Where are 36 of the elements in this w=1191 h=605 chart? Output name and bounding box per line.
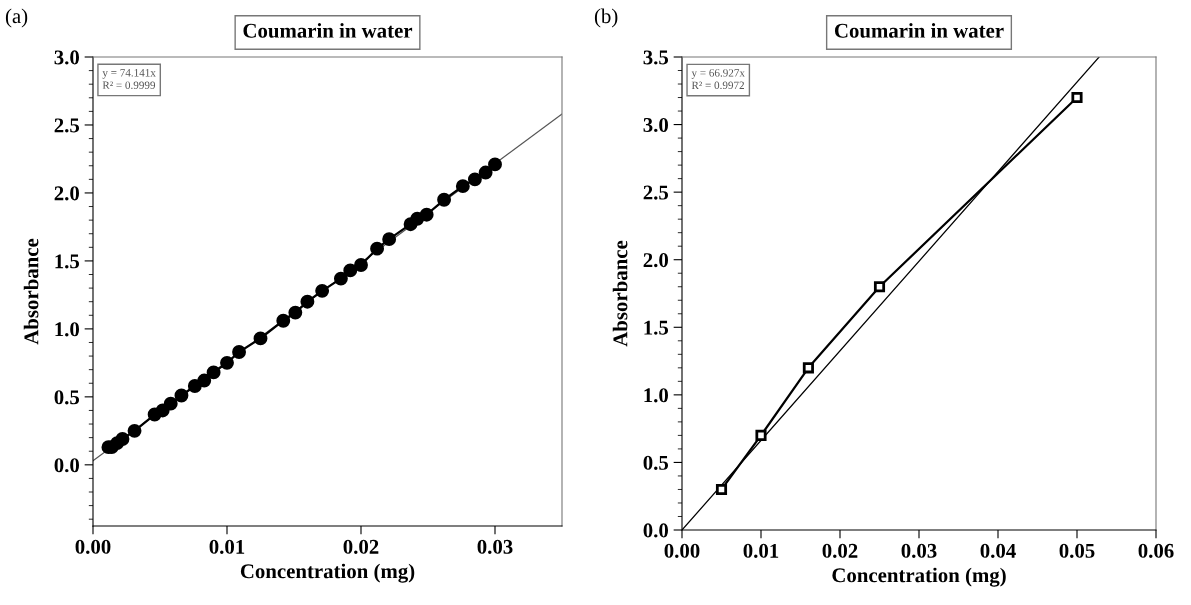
- x-tick-label: 0.06: [1138, 543, 1174, 558]
- x-axis-title: Concentration (mg): [240, 563, 415, 583]
- y-tick-label: 0.5: [54, 390, 80, 405]
- y-tick-label: 3.0: [643, 117, 669, 133]
- y-tick-label: 1.0: [644, 388, 669, 403]
- y-tick-label: 2.0: [643, 253, 669, 268]
- y-tick-label: 1.0: [55, 322, 80, 337]
- x-tick-label: 0.02: [822, 543, 858, 558]
- x-tick-label: 0.05: [1059, 543, 1095, 558]
- y-tick-label: 0.0: [643, 523, 669, 538]
- x-tick-label: 0.00: [75, 539, 111, 554]
- x-tick-label: 0.02: [343, 539, 379, 554]
- text: (a): [5, 8, 28, 28]
- x-tick-label: 0.01: [743, 543, 779, 558]
- y-tick-label: 1.5: [644, 320, 669, 335]
- y-tick-label: 1.5: [55, 254, 80, 269]
- x-tick-label: 0.03: [477, 539, 513, 554]
- x-axis-title: Concentration (mg): [832, 567, 1006, 587]
- y-tick-label: 2.0: [54, 186, 80, 201]
- y-tick-label: 2.5: [643, 185, 669, 200]
- y-tick-label: 2.5: [54, 118, 80, 133]
- annotation: y = 74.141x R² = 0.9999: [102, 69, 156, 89]
- chart-title: Coumarin in water: [243, 23, 413, 38]
- x-tick-label: 0.04: [980, 543, 1016, 558]
- text: (b): [594, 8, 618, 28]
- y-axis-title: Absorbance: [23, 238, 39, 345]
- x-tick-label: 0.01: [209, 539, 245, 554]
- x-tick-label: 0.03: [901, 543, 937, 558]
- chart-title: Coumarin in water: [834, 23, 1004, 38]
- y-tick-label: 3.0: [54, 50, 80, 65]
- annotation: y = 66.927x R² = 0.9972: [691, 69, 745, 90]
- y-axis-title: Absorbance: [612, 240, 628, 347]
- x-tick-label: 0.00: [664, 543, 700, 558]
- y-tick-label: 3.5: [643, 50, 669, 65]
- y-tick-label: 0.5: [643, 455, 669, 470]
- y-tick-label: 0.0: [54, 458, 80, 473]
